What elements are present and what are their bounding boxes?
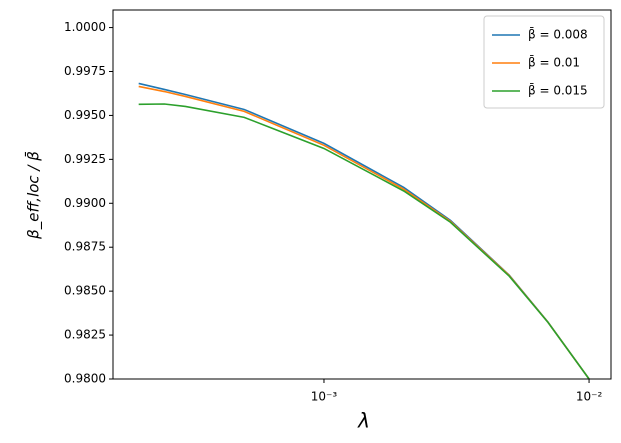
y-tick-label: 0.9850 (64, 284, 106, 298)
plot-frame (112, 9, 612, 380)
series-line (138, 103, 590, 379)
y-tick-label: 0.9875 (64, 240, 106, 254)
y-tick-label: 0.9900 (64, 196, 106, 210)
y-tick-label: 0.9925 (64, 152, 106, 166)
legend-label: β̄ = 0.015 (528, 83, 588, 97)
y-axis-label: β_eff,loc / β̄ (24, 151, 44, 240)
series-line (138, 82, 590, 379)
y-tick-label: 0.9950 (64, 108, 106, 122)
legend-label: β̄ = 0.01 (528, 55, 580, 69)
y-tick-label: 0.9975 (64, 64, 106, 78)
x-axis-label: λ (357, 409, 370, 433)
y-tick-label: 1.0000 (64, 20, 106, 34)
x-tick-label: 10⁻² (576, 390, 603, 404)
legend-box (483, 15, 605, 109)
x-tick-label: 10⁻³ (311, 390, 338, 404)
legend-label: β̄ = 0.008 (528, 27, 588, 41)
y-tick-label: 0.9800 (64, 372, 106, 386)
series-line (138, 85, 590, 379)
y-tick-label: 0.9825 (64, 328, 106, 342)
